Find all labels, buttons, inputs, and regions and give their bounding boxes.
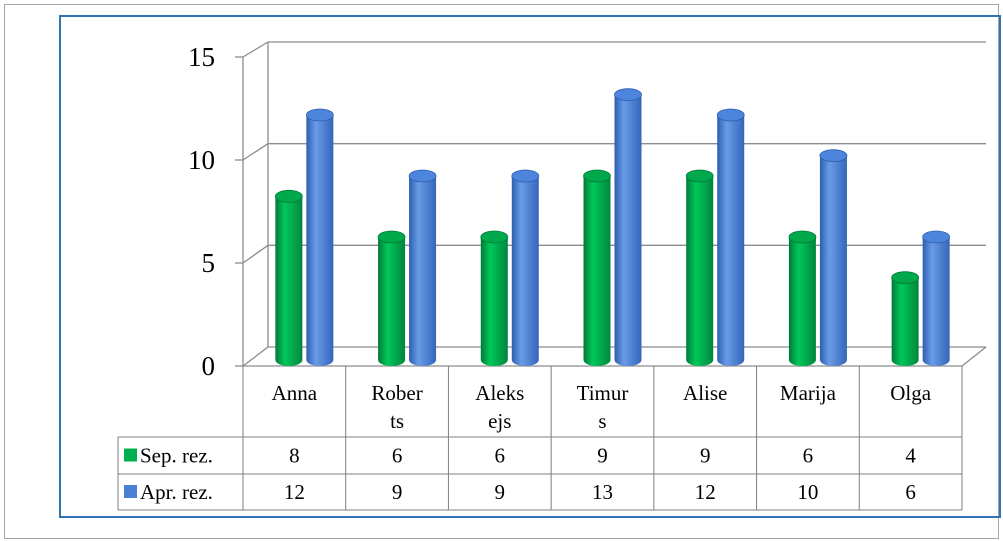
- table-value: 4: [905, 444, 916, 468]
- bar-top: [614, 88, 642, 102]
- bar-anna-sep: [274, 189, 303, 366]
- table-value: 12: [695, 480, 716, 504]
- legend-key-apr: [124, 485, 137, 498]
- bar-top: [583, 169, 611, 183]
- bars: [274, 88, 951, 367]
- table-value: 9: [392, 480, 403, 504]
- bar-top: [408, 169, 437, 183]
- bar-olga-sep: [891, 271, 920, 366]
- bar-roberts-sep: [377, 230, 406, 366]
- table-value: 9: [495, 480, 506, 504]
- y-tick-label: 10: [188, 145, 215, 175]
- bar-top: [377, 230, 406, 244]
- table-value: 6: [495, 444, 506, 468]
- chart-frame: [59, 15, 1001, 518]
- table-value: 12: [284, 480, 305, 504]
- bar-alise-sep: [685, 169, 714, 366]
- bar-top: [716, 108, 745, 122]
- bar-body: [717, 115, 745, 366]
- bar-top: [891, 271, 920, 285]
- bar-top: [511, 169, 540, 183]
- bar-body: [511, 176, 539, 366]
- bar-body: [409, 176, 437, 366]
- y-tick-label: 0: [202, 351, 216, 381]
- table-value: 6: [803, 444, 814, 468]
- gridline-depth: [242, 244, 269, 264]
- bar-olga-apr: [922, 230, 951, 366]
- bar-alise-apr: [716, 108, 745, 366]
- bar-top: [819, 149, 848, 163]
- bar-top: [305, 108, 334, 122]
- legend-key-sep: [124, 448, 137, 462]
- bar-body: [891, 277, 919, 366]
- bar-top: [274, 189, 303, 203]
- table-value: 6: [905, 480, 916, 504]
- category-label: Anna: [272, 381, 318, 405]
- data-table: Anna Rober ts Aleks ejs Timur s Alise Marija Olga…: [117, 366, 963, 511]
- gridline-depth: [242, 346, 269, 367]
- bar-body: [480, 237, 508, 366]
- table-value: 9: [597, 444, 608, 468]
- bar-timurs-sep: [583, 169, 611, 366]
- bar-top: [685, 169, 714, 183]
- table-value: 10: [797, 480, 818, 504]
- bar-roberts-apr: [408, 169, 437, 366]
- category-label: s: [598, 409, 606, 433]
- bar-marija-sep: [788, 230, 817, 366]
- category-label: ts: [390, 409, 404, 433]
- bar-top: [480, 230, 509, 244]
- bar-timurs-apr: [614, 88, 642, 367]
- bar-body: [686, 176, 714, 366]
- bar-body: [614, 94, 642, 367]
- y-axis-ticks: 0 5 10 15: [188, 42, 215, 381]
- bar-aleksejs-apr: [511, 169, 540, 366]
- bar-marija-apr: [819, 149, 848, 366]
- floor-right-edge: [961, 346, 987, 367]
- table-value: 9: [700, 444, 711, 468]
- bar-body: [378, 237, 406, 366]
- category-label: Alise: [683, 381, 727, 405]
- bar-top: [788, 230, 817, 244]
- category-label: Marija: [780, 381, 837, 405]
- bar-anna-apr: [305, 108, 334, 366]
- legend-label-sep: Sep. rez.: [140, 444, 213, 468]
- category-label: ejs: [488, 409, 511, 433]
- legend-label-apr: Apr. rez.: [140, 480, 213, 504]
- bar-body: [788, 237, 816, 366]
- bar-body: [306, 115, 334, 366]
- y-tick-label: 15: [188, 42, 215, 72]
- bar-body: [275, 196, 303, 366]
- table-value: 6: [392, 444, 403, 468]
- bar-body: [583, 176, 611, 366]
- bar-body: [922, 237, 950, 366]
- bar-aleksejs-sep: [480, 230, 509, 366]
- bar-top: [922, 230, 951, 244]
- category-label: Timur: [577, 381, 629, 405]
- bar-body: [819, 155, 847, 366]
- category-label: Rober: [371, 381, 422, 405]
- gridline-depth: [242, 41, 269, 58]
- table-value: 8: [289, 444, 300, 468]
- table-value: 13: [592, 480, 613, 504]
- category-label: Olga: [890, 381, 932, 405]
- y-tick-label: 5: [202, 248, 216, 278]
- category-label: Aleks: [475, 381, 524, 405]
- gridline-depth: [242, 143, 269, 161]
